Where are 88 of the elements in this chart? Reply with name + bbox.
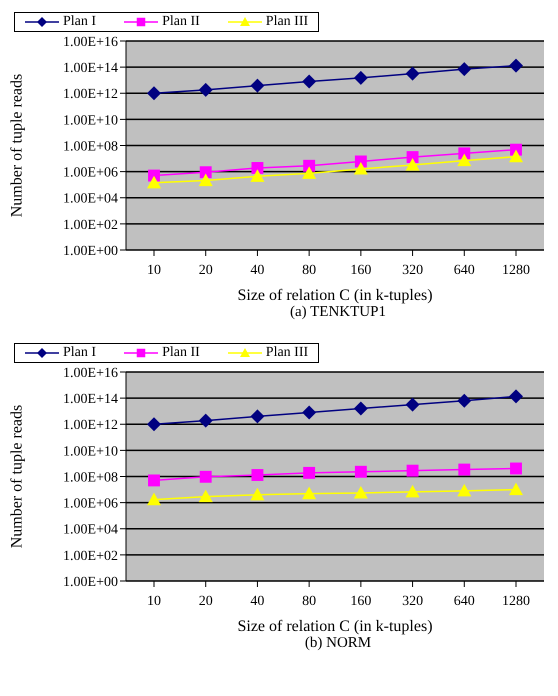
point	[354, 402, 368, 416]
text: (b) NORM	[304, 635, 372, 652]
point	[250, 169, 264, 182]
y-tick-label: 1.00E+08	[63, 139, 118, 154]
point	[406, 464, 419, 477]
legend-label: Plan II	[162, 14, 200, 30]
point	[147, 417, 161, 432]
y-tick-label: 1.00E+04	[63, 522, 118, 538]
y-tick-label: 1.00E+08	[63, 470, 118, 486]
x-axis-title: Size of relation C (in k-tuples)	[237, 287, 433, 304]
point	[509, 482, 523, 496]
point	[406, 398, 420, 412]
x-tick-label: 640	[454, 594, 475, 609]
x-tick-label: 20	[198, 594, 213, 609]
point	[457, 62, 472, 76]
point	[406, 151, 419, 164]
point	[303, 466, 316, 479]
legend-label: Plan II	[162, 345, 200, 361]
point	[250, 488, 264, 500]
point	[406, 484, 420, 498]
x-tick-label: 10	[147, 262, 161, 278]
point	[302, 74, 316, 88]
x-axis-title: Size of relation C (in k-tuples)	[237, 618, 433, 635]
point	[198, 82, 213, 97]
point	[509, 58, 523, 73]
point	[354, 162, 368, 175]
y-tick-label: 1.00E+06	[63, 496, 118, 512]
point	[458, 464, 470, 476]
x-tick-label: 1280	[502, 262, 530, 278]
y-tick-label: 1.00E+12	[63, 418, 118, 434]
point	[147, 492, 161, 506]
point	[302, 166, 316, 179]
y-tick-label: 1.00E+10	[63, 113, 118, 128]
legend-label: Plan I	[63, 14, 96, 30]
y-tick-label: 1.00E+02	[63, 548, 118, 564]
text: (a) TENKTUP1	[289, 304, 387, 321]
point	[354, 486, 368, 499]
y-tick-label: 1.00E+06	[63, 166, 118, 181]
x-tick-label: 80	[302, 594, 316, 609]
x-tick-label: 320	[402, 594, 424, 609]
point	[509, 389, 523, 404]
point	[406, 66, 420, 81]
y-tick-label: 1.00E+00	[63, 574, 118, 590]
x-tick-label: 40	[250, 262, 264, 278]
point	[354, 466, 367, 478]
point	[510, 462, 522, 474]
y-axis-title: Number of tuple reads	[8, 404, 26, 548]
point	[198, 414, 213, 428]
y-axis-title: Number of tuple reads	[8, 74, 26, 218]
y-tick-label: 1.00E+02	[63, 218, 118, 233]
x-tick-label: 160	[350, 262, 372, 278]
point	[147, 176, 161, 188]
y-tick-label: 1.00E+10	[63, 444, 118, 460]
legend-label: Plan III	[266, 345, 308, 361]
point	[406, 158, 420, 171]
y-tick-label: 1.00E+14	[63, 61, 118, 76]
point	[198, 173, 213, 186]
x-tick-label: 20	[198, 262, 213, 278]
x-tick-label: 80	[302, 262, 316, 278]
point	[302, 405, 316, 420]
point	[251, 469, 264, 481]
y-tick-label: 1.00E+14	[63, 392, 118, 408]
legend-label: Plan I	[63, 345, 96, 361]
x-tick-label: 10	[147, 594, 161, 609]
point	[457, 484, 472, 496]
point	[509, 150, 523, 162]
x-tick-label: 640	[454, 262, 475, 278]
point	[457, 394, 472, 408]
y-tick-label: 1.00E+00	[63, 244, 118, 259]
point	[251, 162, 264, 174]
x-tick-label: 40	[250, 594, 264, 609]
point	[302, 486, 316, 500]
point	[200, 470, 212, 483]
legend-label: Plan III	[266, 14, 308, 30]
point	[457, 154, 472, 166]
point	[147, 86, 161, 100]
point	[250, 78, 264, 93]
x-tick-label: 320	[402, 262, 424, 278]
x-tick-label: 1280	[502, 594, 530, 609]
point	[250, 409, 264, 424]
point	[148, 474, 160, 486]
point	[198, 490, 213, 502]
y-tick-label: 1.00E+16	[63, 366, 118, 381]
x-tick-label: 160	[350, 594, 372, 609]
y-tick-label: 1.00E+12	[63, 87, 118, 102]
y-tick-label: 1.00E+04	[63, 192, 118, 207]
y-tick-label: 1.00E+16	[63, 34, 118, 50]
point	[354, 70, 368, 85]
